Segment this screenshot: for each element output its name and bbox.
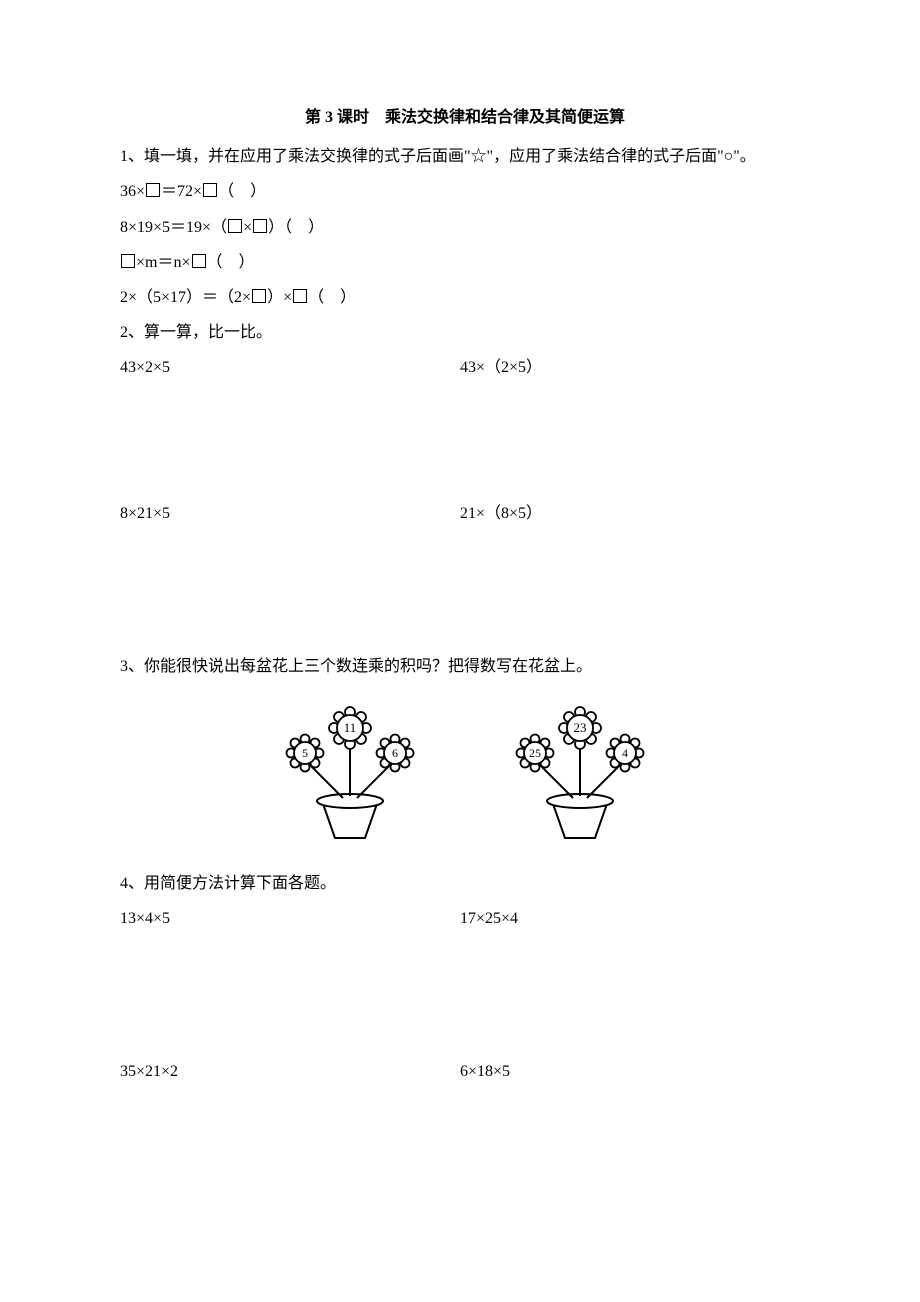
pot1-right-num: 6 xyxy=(392,746,398,760)
q1-eq3-c: （ ） xyxy=(207,254,255,271)
q1-eq3: ×m＝n× （ ） xyxy=(120,245,810,280)
q2-row1: 43×2×5 43×（2×5） xyxy=(120,350,810,385)
q4-r1-left: 13×4×5 xyxy=(120,901,460,936)
pot2-center-num: 23 xyxy=(574,720,587,735)
blank-box xyxy=(252,289,266,303)
blank-box xyxy=(146,183,160,197)
blank-box xyxy=(192,254,206,268)
q1-eq4-a: 2×（5×17）＝（2× xyxy=(120,289,251,306)
q1-intro: 1、填一填，并在应用了乘法交换律的式子后面画"☆"，应用了乘法结合律的式子后面"… xyxy=(120,139,810,174)
blank-box xyxy=(121,254,135,268)
q1-eq1-a: 36× xyxy=(120,183,145,200)
pot1-center-num: 11 xyxy=(344,720,357,735)
flower-pot-2: 25 23 4 xyxy=(495,698,665,848)
pot2-left-num: 25 xyxy=(529,746,541,760)
blank-box xyxy=(293,289,307,303)
pot2-right-num: 4 xyxy=(622,746,628,760)
q2-row2: 8×21×5 21×（8×5） xyxy=(120,496,810,531)
q1-eq1: 36× ＝72× （ ） xyxy=(120,174,810,209)
q1-eq2: 8×19×5＝19×（ × ）（ ） xyxy=(120,210,810,245)
workspace-gap xyxy=(120,531,810,649)
flower-pot-1: 5 11 6 xyxy=(265,698,435,848)
q2-intro: 2、算一算，比一比。 xyxy=(120,315,810,350)
flower-pots-row: 5 11 6 xyxy=(120,698,810,848)
q1-eq2-c: ）（ ） xyxy=(268,219,324,236)
q1-eq4: 2×（5×17）＝（2× ）× （ ） xyxy=(120,280,810,315)
q2-r2-right: 21×（8×5） xyxy=(460,496,810,531)
pot1-left-num: 5 xyxy=(302,746,308,760)
workspace-gap xyxy=(120,936,810,1054)
q4-r2-left: 35×21×2 xyxy=(120,1054,460,1089)
q2-r2-left: 8×21×5 xyxy=(120,496,460,531)
q1-eq4-b: ）× xyxy=(267,289,292,306)
lesson-title: 第 3 课时 乘法交换律和结合律及其简便运算 xyxy=(120,100,810,135)
q4-r2-right: 6×18×5 xyxy=(460,1054,810,1089)
blank-box xyxy=(253,219,267,233)
workspace-gap xyxy=(120,386,810,496)
q1-eq1-b: ＝72× xyxy=(161,183,202,200)
q1-eq4-c: （ ） xyxy=(308,289,356,306)
q1-eq1-c: （ ） xyxy=(218,183,266,200)
q1-eq3-b: ×m＝n× xyxy=(136,254,191,271)
q4-row2: 35×21×2 6×18×5 xyxy=(120,1054,810,1089)
q4-r1-right: 17×25×4 xyxy=(460,901,810,936)
blank-box xyxy=(228,219,242,233)
q4-intro: 4、用简便方法计算下面各题。 xyxy=(120,866,810,901)
q3-intro: 3、你能很快说出每盆花上三个数连乘的积吗？把得数写在花盆上。 xyxy=(120,649,810,684)
q1-eq2-b: × xyxy=(243,219,252,236)
q2-r1-left: 43×2×5 xyxy=(120,350,460,385)
q1-eq2-a: 8×19×5＝19×（ xyxy=(120,219,227,236)
blank-box xyxy=(203,183,217,197)
q2-r1-right: 43×（2×5） xyxy=(460,350,810,385)
q4-row1: 13×4×5 17×25×4 xyxy=(120,901,810,936)
